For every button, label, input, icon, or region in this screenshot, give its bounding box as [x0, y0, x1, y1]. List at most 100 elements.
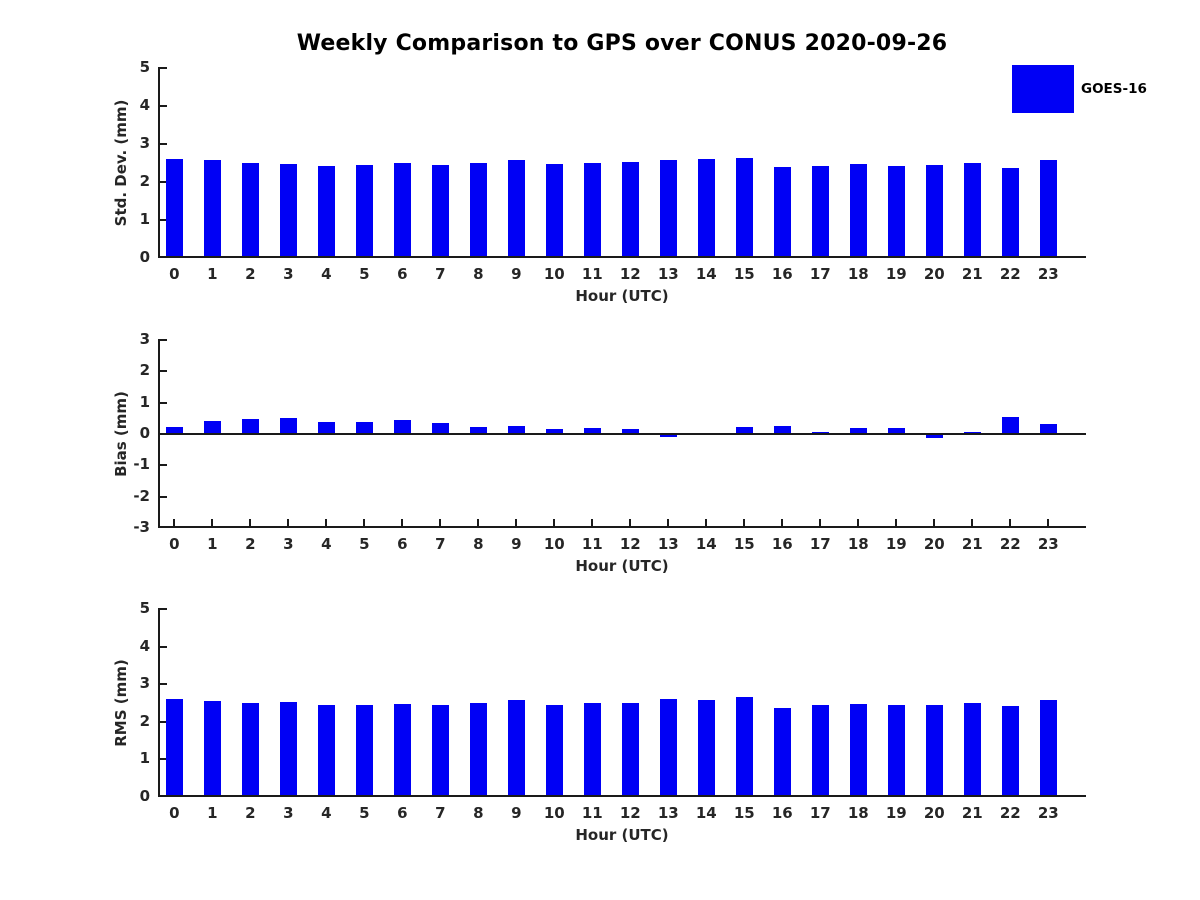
- x-tick-label: 19: [885, 804, 907, 822]
- x-tick-label: 22: [999, 804, 1021, 822]
- x-axis-title: Hour (UTC): [575, 826, 669, 844]
- x-tick-label: 10: [543, 804, 565, 822]
- bar: [279, 164, 297, 258]
- x-tick-label: 14: [695, 535, 717, 553]
- x-tick-mark: [515, 519, 518, 528]
- y-axis-title: RMS (mm): [112, 659, 130, 747]
- x-tick-label: 1: [207, 535, 218, 553]
- y-tick-mark: [158, 401, 167, 404]
- x-tick-label: 15: [733, 265, 755, 283]
- bar: [1001, 706, 1019, 797]
- x-tick-label: 11: [581, 265, 603, 283]
- bar: [773, 166, 791, 258]
- y-tick-label: 3: [139, 134, 150, 152]
- x-tick-label: 7: [435, 804, 446, 822]
- bar: [1039, 424, 1057, 434]
- x-tick-mark: [439, 519, 442, 528]
- bar: [165, 158, 183, 258]
- bar: [469, 426, 487, 434]
- bar: [469, 163, 487, 258]
- x-axis-title: Hour (UTC): [575, 557, 669, 575]
- legend-swatch: [1012, 65, 1074, 113]
- bar: [317, 421, 335, 434]
- x-tick-label: 18: [847, 265, 869, 283]
- x-tick-label: 8: [473, 804, 484, 822]
- x-tick-label: 4: [321, 535, 332, 553]
- bar: [773, 707, 791, 797]
- bar: [925, 165, 943, 258]
- x-tick-mark: [971, 519, 974, 528]
- bar: [355, 705, 373, 797]
- bar: [849, 164, 867, 258]
- bar: [165, 427, 183, 434]
- bar: [431, 164, 449, 258]
- x-tick-label: 2: [245, 804, 256, 822]
- y-tick-mark: [158, 645, 167, 648]
- x-tick-label: 21: [961, 535, 983, 553]
- y-tick-label: 4: [139, 96, 150, 114]
- x-tick-label: 8: [473, 535, 484, 553]
- bar: [621, 429, 639, 434]
- x-tick-label: 12: [619, 535, 641, 553]
- bar: [355, 421, 373, 434]
- bar: [507, 160, 525, 258]
- bar: [583, 163, 601, 258]
- bar: [849, 428, 867, 434]
- bar: [925, 434, 943, 439]
- bar: [887, 427, 905, 434]
- bar: [1039, 159, 1057, 258]
- y-tick-mark: [158, 219, 167, 221]
- bar: [887, 165, 905, 258]
- x-tick-mark: [173, 519, 176, 528]
- bar: [507, 425, 525, 434]
- x-tick-mark: [781, 519, 784, 528]
- x-tick-label: 5: [359, 265, 370, 283]
- x-tick-mark: [1047, 519, 1050, 528]
- x-tick-label: 1: [207, 804, 218, 822]
- plot-area-0: 0 1 2 3 4 5 0 1 2 3 4 5 6 7 8 9 10 11 12 13 14 15 16 17 18 19 20 21…: [140, 58, 1086, 305]
- y-tick-label: -1: [133, 455, 150, 474]
- bar: [735, 427, 753, 434]
- y-tick-label: 2: [139, 361, 150, 380]
- bar: [659, 434, 677, 438]
- bar: [203, 700, 221, 797]
- bar: [621, 702, 639, 797]
- bar: [735, 697, 753, 797]
- bar: [241, 419, 259, 434]
- x-tick-label: 0: [169, 265, 180, 283]
- x-tick-label: 19: [885, 265, 907, 283]
- y-tick-mark: [158, 105, 167, 107]
- y-tick-mark: [158, 720, 167, 723]
- x-tick-label: 7: [435, 535, 446, 553]
- bar: [659, 159, 677, 258]
- x-tick-label: 15: [733, 804, 755, 822]
- y-tick-label: 3: [139, 674, 150, 693]
- y-tick-mark: [158, 758, 167, 761]
- x-tick-mark: [705, 519, 708, 528]
- bar: [887, 705, 905, 797]
- x-tick-label: 6: [397, 804, 408, 822]
- y-tick-label: -2: [133, 486, 150, 505]
- y-tick-mark: [158, 339, 167, 341]
- y-axis-title: Bias (mm): [112, 391, 130, 477]
- bar: [1039, 699, 1057, 797]
- x-tick-label: 9: [511, 535, 522, 553]
- y-tick-mark: [158, 464, 167, 467]
- y-axis-title: Std. Dev. (mm): [112, 99, 130, 227]
- x-tick-mark: [249, 519, 252, 528]
- y-tick-label: 5: [139, 599, 150, 617]
- x-tick-label: 10: [543, 535, 565, 553]
- x-tick-label: 6: [397, 265, 408, 283]
- x-tick-label: 11: [581, 804, 603, 822]
- x-tick-mark: [1009, 519, 1012, 528]
- bar: [583, 703, 601, 797]
- x-tick-mark: [743, 519, 746, 528]
- bar: [507, 700, 525, 797]
- x-tick-label: 13: [657, 265, 679, 283]
- zero-baseline: [158, 433, 1086, 435]
- x-tick-label: 9: [511, 804, 522, 822]
- bar: [545, 163, 563, 258]
- x-tick-label: 3: [283, 265, 294, 283]
- y-tick-mark: [158, 495, 167, 498]
- bar: [431, 422, 449, 434]
